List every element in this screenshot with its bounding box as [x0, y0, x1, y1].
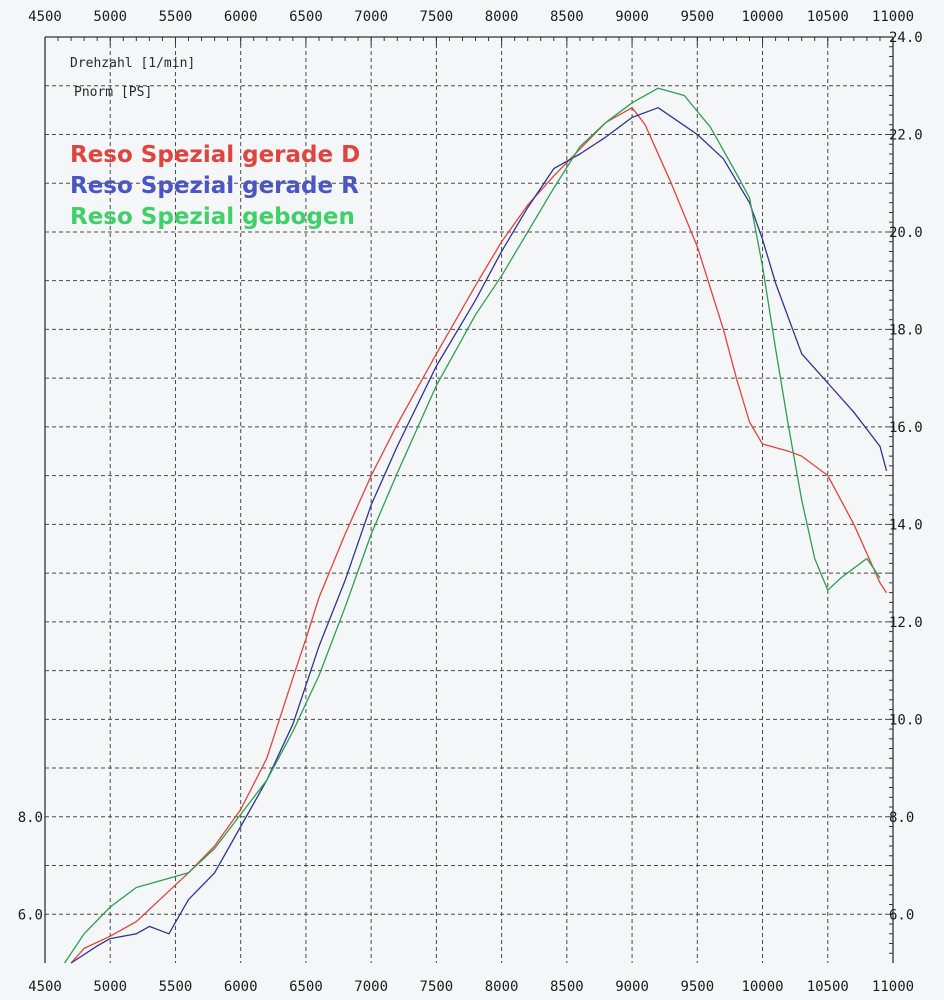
x-tick-label-bottom: 10000 — [741, 979, 783, 995]
y-tick-label-right: 22.0 — [889, 127, 923, 143]
x-tick-label-bottom: 7500 — [420, 979, 454, 995]
x-tick-label-top: 7500 — [420, 9, 454, 25]
header-line-power: Pnorm [PS] — [74, 85, 152, 100]
x-tick-label-top: 11000 — [872, 9, 914, 25]
series-line-2 — [64, 87, 881, 964]
x-tick-label-top: 5000 — [93, 9, 127, 25]
legend-entry-gebogen: Reso Spezial gebogen — [70, 204, 355, 230]
axis-layer — [44, 36, 894, 963]
y-tick-label-right: 20.0 — [889, 225, 923, 241]
series-line-0 — [70, 107, 888, 964]
tick-layer: 4500 4500 5000 5000 5500 5500 6000 6000 6500 6500… — [18, 9, 923, 995]
x-tick-label-bottom: 7000 — [354, 979, 388, 995]
x-tick-label-top: 7000 — [354, 9, 388, 25]
legend: Reso Spezial gerade D Reso Spezial gerad… — [70, 142, 360, 230]
y-tick-label-right: 14.0 — [889, 517, 923, 533]
x-tick-label-top: 8500 — [550, 9, 584, 25]
x-tick-label-bottom: 6500 — [289, 979, 323, 995]
x-tick-label-top: 9000 — [615, 9, 649, 25]
y-tick-label-right: 8.0 — [889, 810, 914, 826]
x-tick-label-bottom: 9500 — [680, 979, 714, 995]
x-tick-label-top: 10500 — [807, 9, 849, 25]
x-tick-label-bottom: 11000 — [872, 979, 914, 995]
y-tick-label-right: 6.0 — [889, 907, 914, 923]
x-tick-label-top: 5500 — [159, 9, 193, 25]
x-tick-label-bottom: 5000 — [93, 979, 127, 995]
x-tick-label-top: 9500 — [680, 9, 714, 25]
series-line-1 — [70, 107, 888, 964]
x-tick-label-bottom: 10500 — [807, 979, 849, 995]
x-tick-label-bottom: 8000 — [485, 979, 519, 995]
x-tick-label-top: 6500 — [289, 9, 323, 25]
x-tick-label-bottom: 5500 — [159, 979, 193, 995]
y-tick-label-right: 24.0 — [889, 30, 923, 46]
y-tick-label-right: 12.0 — [889, 615, 923, 631]
x-tick-label-bottom: 8500 — [550, 979, 584, 995]
y-tick-label-right: 16.0 — [889, 420, 923, 436]
y-tick-label-left: 6.0 — [18, 907, 43, 923]
y-tick-label-right: 10.0 — [889, 712, 923, 728]
x-tick-label-top: 4500 — [28, 9, 62, 25]
x-tick-label-top: 8000 — [485, 9, 519, 25]
x-tick-label-top: 6000 — [224, 9, 258, 25]
grid-layer — [45, 37, 893, 963]
legend-entry-gerade-d: Reso Spezial gerade D — [70, 142, 360, 168]
x-tick-label-bottom: 9000 — [615, 979, 649, 995]
legend-entry-gerade-r: Reso Spezial gerade R — [70, 173, 359, 199]
y-tick-label-right: 18.0 — [889, 322, 923, 338]
series-layer — [64, 87, 888, 964]
header-layer: Drehzahl [1/min] Pnorm [PS] — [70, 56, 195, 100]
x-tick-label-bottom: 6000 — [224, 979, 258, 995]
x-tick-label-bottom: 4500 — [28, 979, 62, 995]
y-tick-label-left: 8.0 — [18, 810, 43, 826]
x-tick-label-top: 10000 — [741, 9, 783, 25]
header-line-rpm: Drehzahl [1/min] — [70, 56, 195, 71]
